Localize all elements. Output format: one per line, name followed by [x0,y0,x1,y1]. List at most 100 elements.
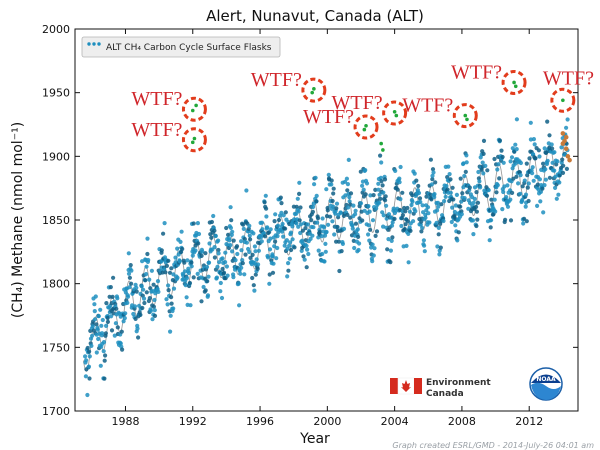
data-point [467,200,473,206]
data-point [557,180,562,185]
noaa-wave [531,382,561,400]
data-point [397,180,402,185]
data-point [90,324,95,329]
data-point [535,203,540,208]
x-tick-label: 2008 [448,415,476,428]
data-point [236,281,241,286]
data-point [350,226,355,231]
data-point [416,190,422,196]
data-point [446,164,451,169]
data-point [237,303,242,308]
data-point [462,196,467,201]
data-point [85,345,90,351]
data-point [144,272,149,277]
data-point [476,169,481,175]
data-point [400,213,405,218]
data-point [264,214,269,219]
data-point [364,181,370,186]
data-point [283,226,288,231]
data-point [92,302,97,307]
data-point [413,209,418,214]
data-point [436,232,441,237]
data-point [454,192,459,197]
data-point [484,193,490,198]
data-point [234,244,240,249]
anomaly-circle [550,87,576,113]
data-point [458,204,463,209]
data-point [381,213,386,218]
data-point [140,259,145,264]
highlight-point [190,140,195,145]
anomaly-circle [353,114,379,140]
data-point [402,205,407,211]
data-point [128,263,133,268]
data-point [103,353,108,358]
data-point [474,204,479,209]
data-point [189,264,194,269]
data-point [219,295,225,301]
data-point [281,213,286,218]
data-point [445,187,450,192]
data-point [439,202,444,207]
maple-leaf-icon [401,380,411,392]
data-point [241,222,246,227]
data-point [378,175,383,180]
data-point [371,193,376,198]
data-point [252,244,257,249]
wtf-annotation: WTF? [131,119,182,141]
data-point [296,224,301,229]
data-point [481,151,486,156]
legend-marker [92,42,96,46]
data-point [166,283,171,288]
legend-marker [97,42,101,46]
data-point [242,272,247,277]
data-point [240,261,245,266]
data-point [105,319,110,324]
data-point [299,248,304,253]
data-point [149,268,154,273]
data-point [433,180,438,185]
data-point [367,209,372,214]
data-point [380,183,385,188]
data-point [388,260,393,265]
x-tick-label: 2012 [515,415,543,428]
data-point [121,319,126,324]
data-point [390,220,395,225]
data-point [100,331,105,336]
data-point [508,159,513,164]
data-point [146,257,151,263]
data-point [497,138,502,143]
data-point [448,177,453,182]
data-point [267,281,272,286]
data-point [481,171,486,176]
data-point [471,200,476,205]
data-point [345,212,350,217]
data-point [270,254,275,259]
data-point [101,349,106,354]
data-point [552,168,557,173]
data-point [315,220,320,225]
data-point [460,191,465,196]
data-point [152,308,157,313]
data-point [218,289,223,294]
data-point [560,157,565,162]
data-point [228,225,233,230]
data-point [556,192,561,197]
data-point [370,242,375,247]
data-point [323,241,328,246]
data-point [95,327,100,332]
data-point [453,203,458,208]
data-point [294,221,299,226]
data-point [554,196,559,201]
data-point [499,148,504,153]
data-point [251,231,256,236]
data-point [397,176,402,181]
data-point [560,170,566,175]
data-point [244,188,249,193]
data-point [224,264,229,269]
data-point [231,275,236,280]
data-point [134,289,139,294]
data-point [111,275,116,280]
data-point [212,245,217,250]
data-point [305,247,310,252]
